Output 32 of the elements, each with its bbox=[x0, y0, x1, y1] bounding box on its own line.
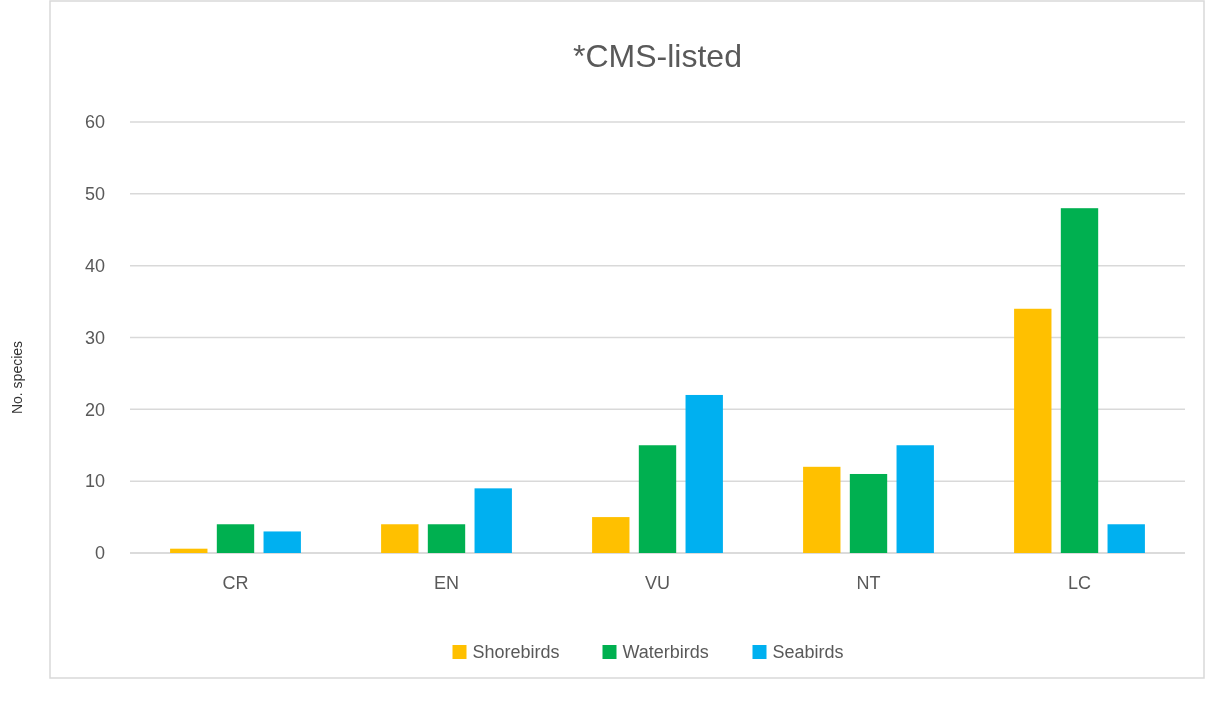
y-tick-label: 0 bbox=[94, 543, 105, 564]
y-tick-label: 10 bbox=[84, 471, 105, 492]
legend-label: Shorebirds bbox=[472, 642, 560, 663]
legend-label: Waterbirds bbox=[622, 642, 709, 663]
bar bbox=[1060, 208, 1099, 553]
bar bbox=[170, 548, 208, 553]
bar bbox=[263, 531, 301, 553]
x-tick-label: LC bbox=[1067, 573, 1092, 593]
legend-label: Seabirds bbox=[772, 642, 844, 663]
y-tick-label: 60 bbox=[84, 112, 105, 133]
chart-title: *CMS-listed bbox=[573, 38, 742, 74]
bar bbox=[1107, 524, 1145, 553]
bar bbox=[685, 394, 723, 553]
x-tick-label: VU bbox=[644, 573, 671, 593]
bar bbox=[896, 445, 934, 553]
bar bbox=[474, 488, 512, 553]
y-axis-title: No. species bbox=[9, 340, 25, 415]
x-tick-label: NT bbox=[856, 573, 881, 593]
bar bbox=[216, 524, 255, 553]
bar bbox=[592, 517, 630, 553]
y-tick-label: 50 bbox=[84, 184, 105, 205]
y-tick-label: 40 bbox=[84, 255, 105, 276]
bar bbox=[803, 466, 841, 553]
bar bbox=[638, 445, 677, 553]
bar bbox=[1014, 308, 1052, 553]
bar bbox=[849, 473, 888, 553]
x-tick-label: CR bbox=[222, 573, 249, 593]
bar bbox=[427, 524, 466, 553]
bar bbox=[381, 524, 419, 553]
y-tick-label: 20 bbox=[84, 399, 105, 420]
y-tick-label: 30 bbox=[84, 327, 105, 348]
x-tick-label: EN bbox=[433, 573, 460, 593]
